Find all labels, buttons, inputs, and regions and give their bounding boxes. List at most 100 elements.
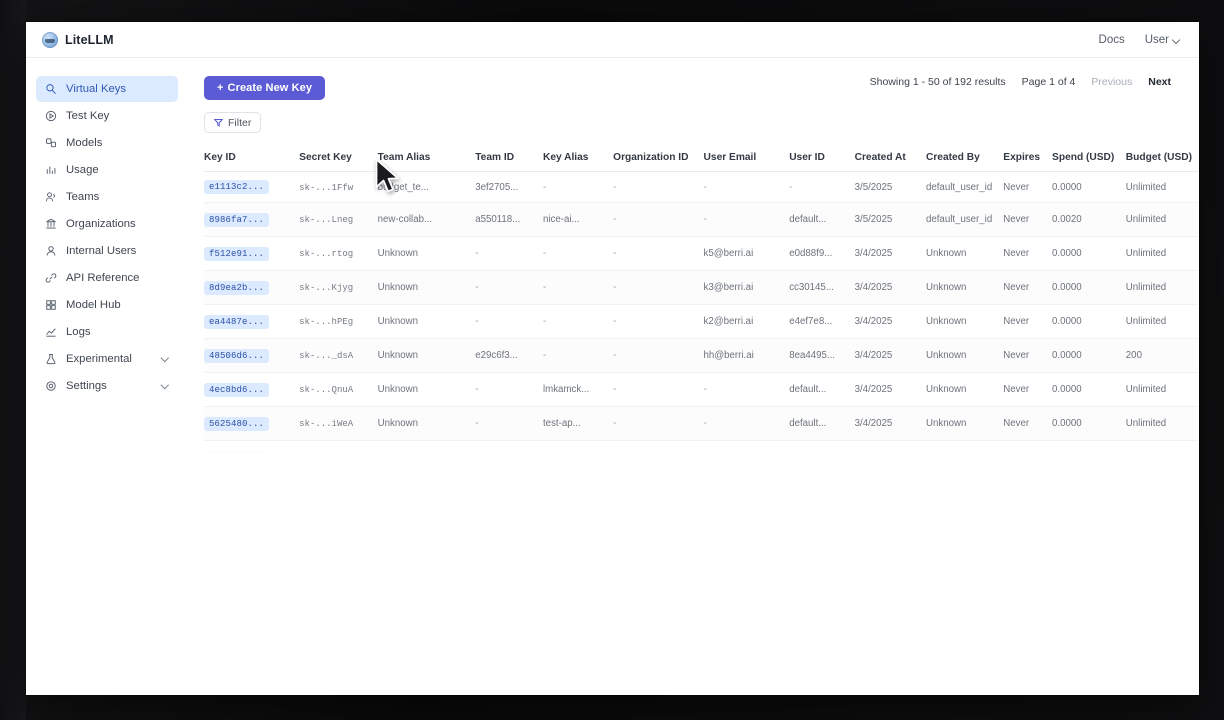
secret-key-text: sk-...Lneg [299, 215, 354, 225]
cell-secret-key: sk-...rtog [299, 236, 378, 271]
column-header-key-id[interactable]: Key ID [204, 145, 300, 172]
cell-key-id: 4ec8bd6... [204, 372, 300, 407]
sidebar-item-internal-users[interactable]: Internal Users [36, 238, 178, 264]
cell-key-alias: - [542, 236, 614, 271]
cell-expires: Never [1003, 406, 1053, 441]
table-header-row: Key ID Secret Key Team Alias Team ID Key Ali… [204, 145, 1199, 172]
cell-secret-key: sk-..._dsA [299, 338, 378, 373]
cell-budget: Unlimited [1125, 202, 1199, 237]
sidebar-item-label: Virtual Keys [66, 83, 127, 95]
cell-user-email: k5@berri.ai [703, 236, 790, 271]
column-header-user-email[interactable]: User Email [703, 145, 790, 172]
key-id-badge[interactable]: 5625480... [204, 416, 270, 431]
column-header-secret-key[interactable]: Secret Key [299, 145, 378, 172]
column-header-budget-usd[interactable]: Budget (USD) [1125, 145, 1199, 172]
column-header-spend-usd[interactable]: Spend (USD) [1052, 145, 1126, 172]
cell-user-id: 8ea4495... [789, 338, 855, 373]
key-id-badge[interactable]: e1113c2... [204, 180, 270, 194]
sidebar-item-logs[interactable]: Logs [36, 319, 178, 345]
column-header-created-by[interactable]: Created By [925, 145, 1004, 172]
cell-spend: 0.0000 [1052, 338, 1126, 373]
sidebar-item-label: Logs [66, 326, 91, 338]
cell-created-by: Unknown [925, 270, 1004, 305]
pagination-next-button[interactable]: Next [1148, 76, 1171, 88]
table-row[interactable]: 48506d6... sk-..._dsA Unknown e29c6f3... - - h… [204, 338, 1199, 373]
sidebar-item-api-reference[interactable]: API Reference [36, 265, 178, 291]
table-row[interactable]: 5625480... sk-...iWeA Unknown - test-ap... - -… [204, 406, 1199, 441]
table-head: Key ID Secret Key Team Alias Team ID Key Ali… [204, 145, 1199, 172]
sidebar-item-models[interactable]: Models [36, 130, 178, 156]
sidebar-item-experimental[interactable]: Experimental [36, 346, 178, 372]
cell-created-at: 3/5/2025 [854, 171, 926, 203]
sidebar-item-virtual-keys[interactable]: Virtual Keys [36, 76, 178, 102]
table-row[interactable]: 4ec8bd6... sk-...QnuA Unknown - lmkamck... - -… [204, 372, 1199, 407]
table-row[interactable]: f2110bb...sk-...cC7wUnknown-testnjn...--… [204, 440, 1199, 457]
filter-button[interactable]: Filter [204, 112, 262, 133]
chevron-down-icon [1173, 36, 1181, 44]
cell-user-id: default... [789, 202, 855, 237]
user-menu[interactable]: User [1145, 34, 1181, 46]
cell-secret-key: sk-...Lneg [299, 202, 378, 237]
table-row[interactable]: ea4487e... sk-...hPEg Unknown - - - k2@berri.a… [204, 304, 1199, 339]
sidebar-item-usage[interactable]: Usage [36, 157, 178, 183]
cell-user-id: - [789, 171, 855, 203]
cell-org-id: - [613, 202, 704, 237]
column-header-team-id[interactable]: Team ID [475, 145, 543, 172]
cell-team-alias: Unknown [377, 372, 476, 407]
cell-team-id: - [475, 406, 543, 441]
cell-spend: 0.0000 [1052, 406, 1126, 441]
table-row[interactable]: 8d9ea2b... sk-...Kjyg Unknown - - - k3@berri.a… [204, 270, 1199, 305]
sidebar-item-label: Model Hub [66, 299, 121, 311]
key-id-badge[interactable]: ea4487e... [204, 314, 270, 329]
key-id-badge[interactable]: 4ec8bd6... [204, 382, 270, 397]
pagination-previous-button[interactable]: Previous [1091, 76, 1133, 88]
cell-expires: Never [1003, 304, 1053, 339]
key-id-badge[interactable]: 8d9ea2b... [204, 280, 270, 295]
column-header-expires[interactable]: Expires [1003, 145, 1053, 172]
cell-user-email: hh@berri.ai [703, 338, 790, 373]
cell-spend: 0.0000 [1052, 236, 1126, 271]
key-id-badge[interactable]: f2110bb... [204, 450, 270, 457]
cell-created-at: 3/4/2025 [854, 338, 926, 373]
column-header-key-alias[interactable]: Key Alias [542, 145, 614, 172]
sidebar-item-settings[interactable]: Settings [36, 373, 178, 399]
table-row[interactable]: e1113c2... sk-...1Ffw budget_te... 3ef2705.… [204, 171, 1199, 203]
sidebar-item-label: Models [66, 137, 103, 149]
sidebar-item-teams[interactable]: Teams [36, 184, 178, 210]
cell-user-email: - [703, 202, 790, 237]
docs-link[interactable]: Docs [1098, 33, 1125, 46]
sidebar-item-test-key[interactable]: Test Key [36, 103, 178, 129]
table-row[interactable]: 8986fa7... sk-...Lneg new-collab... a550118… [204, 202, 1199, 237]
sidebar-item-organizations[interactable]: Organizations [36, 211, 178, 237]
column-header-team-alias[interactable]: Team Alias [377, 145, 476, 172]
viewport-right-edge [1198, 22, 1199, 695]
key-id-badge[interactable]: f512e91... [204, 246, 270, 261]
cell-budget: Unlimited [1125, 440, 1199, 457]
user-icon [44, 245, 57, 258]
key-id-badge[interactable]: 48506d6... [204, 348, 270, 363]
secret-key-text: sk-...rtog [299, 249, 354, 259]
chevron-down-icon[interactable] [162, 382, 170, 390]
pagination-showing: Showing 1 - 50 of 192 results [869, 76, 1006, 88]
cell-team-alias: new-collab... [377, 202, 476, 237]
cell-key-id: e1113c2... [204, 171, 300, 203]
keys-table: Key ID Secret Key Team Alias Team ID Key Ali… [204, 145, 1199, 457]
key-id-badge[interactable]: 8986fa7... [204, 212, 270, 227]
column-header-organization-id[interactable]: Organization ID [613, 145, 704, 172]
column-header-user-id[interactable]: User ID [789, 145, 855, 172]
cell-key-id: 5625480... [204, 406, 300, 441]
chevron-down-icon[interactable] [162, 355, 170, 363]
cell-team-id: - [475, 372, 543, 407]
sidebar-item-label: Experimental [66, 353, 132, 365]
user-menu-label: User [1144, 33, 1169, 46]
create-new-key-button[interactable]: + Create New Key [204, 76, 326, 100]
sidebar-item-model-hub[interactable]: Model Hub [36, 292, 178, 318]
cell-org-id: - [613, 372, 704, 407]
brand-name: LiteLLM [65, 32, 114, 47]
cell-user-email: - [703, 406, 790, 441]
brand[interactable]: LiteLLM [42, 31, 114, 48]
table-row[interactable]: f512e91... sk-...rtog Unknown - - - k5@berri.a… [204, 236, 1199, 271]
column-header-created-at[interactable]: Created At [854, 145, 926, 172]
keys-table-container[interactable]: Key ID Secret Key Team Alias Team ID Key Ali… [204, 145, 1199, 457]
cell-key-id: 48506d6... [204, 338, 300, 373]
